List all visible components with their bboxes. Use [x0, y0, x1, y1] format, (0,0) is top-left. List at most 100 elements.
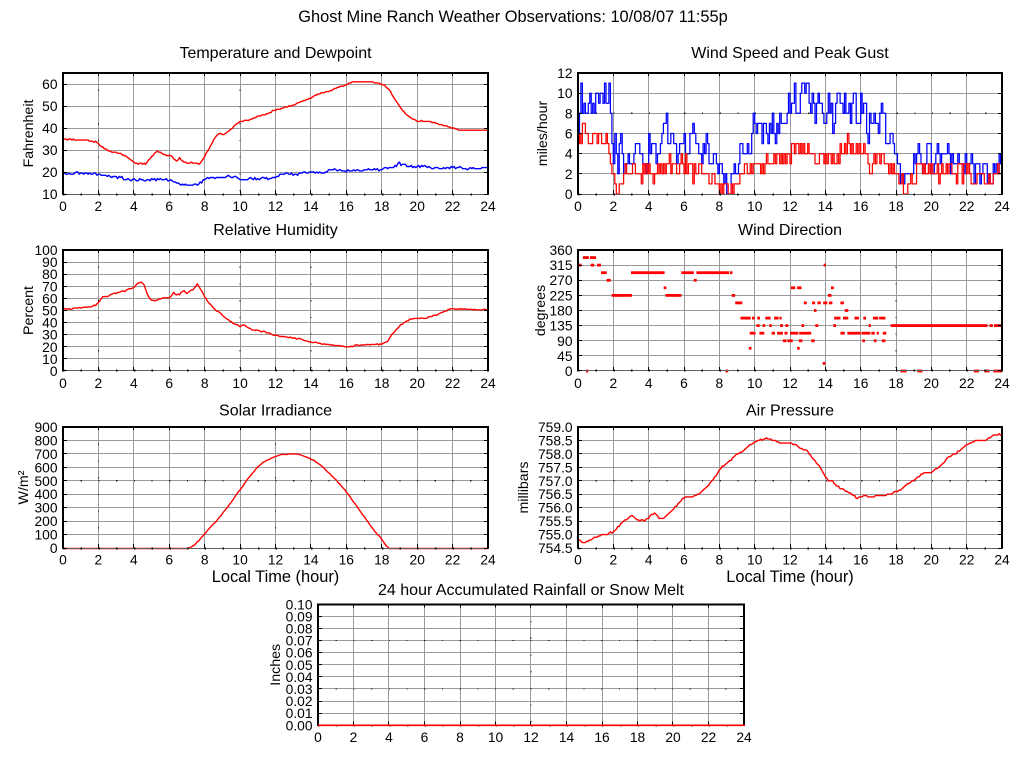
svg-text:30: 30 [42, 143, 58, 158]
svg-text:degrees: degrees [533, 285, 549, 336]
svg-text:10: 10 [42, 352, 58, 367]
svg-text:Percent: Percent [21, 286, 37, 335]
svg-text:757.5: 757.5 [538, 460, 573, 475]
svg-text:0: 0 [574, 553, 582, 568]
svg-text:12: 12 [557, 66, 572, 81]
svg-text:20: 20 [665, 730, 681, 745]
svg-text:14: 14 [818, 199, 834, 214]
svg-text:4: 4 [130, 199, 138, 214]
svg-text:90: 90 [557, 334, 573, 349]
svg-text:20: 20 [42, 165, 58, 180]
svg-text:0: 0 [565, 364, 573, 379]
svg-text:18: 18 [374, 376, 390, 391]
svg-text:4: 4 [645, 376, 653, 391]
svg-text:100: 100 [34, 243, 57, 258]
svg-text:Local Time (hour): Local Time (hour) [726, 568, 854, 586]
svg-text:18: 18 [374, 553, 390, 568]
svg-text:50: 50 [42, 304, 58, 319]
svg-text:180: 180 [549, 304, 572, 319]
svg-text:10: 10 [232, 199, 248, 214]
svg-text:14: 14 [303, 553, 319, 568]
svg-text:500: 500 [34, 474, 57, 489]
svg-text:18: 18 [888, 376, 904, 391]
svg-text:Wind Speed and Peak Gust: Wind Speed and Peak Gust [691, 45, 889, 62]
svg-text:135: 135 [549, 319, 572, 334]
svg-text:8: 8 [201, 553, 209, 568]
svg-text:755.0: 755.0 [538, 528, 573, 543]
svg-text:W/m²: W/m² [16, 470, 32, 504]
svg-text:20: 20 [410, 376, 426, 391]
svg-text:0.05: 0.05 [286, 658, 313, 673]
svg-text:2: 2 [95, 553, 103, 568]
svg-text:16: 16 [339, 376, 355, 391]
svg-text:Inches: Inches [268, 644, 284, 686]
svg-text:2: 2 [565, 167, 573, 182]
svg-text:10: 10 [488, 730, 504, 745]
svg-text:8: 8 [565, 106, 573, 121]
svg-text:Relative Humidity: Relative Humidity [213, 222, 337, 239]
svg-text:20: 20 [42, 340, 58, 355]
svg-text:Air Pressure: Air Pressure [746, 403, 834, 420]
svg-text:0.00: 0.00 [286, 718, 313, 733]
svg-text:24: 24 [480, 199, 496, 214]
svg-text:2: 2 [95, 376, 103, 391]
svg-text:755.5: 755.5 [538, 514, 573, 529]
svg-text:miles/hour: miles/hour [535, 101, 551, 167]
svg-text:24: 24 [736, 730, 752, 745]
svg-text:18: 18 [630, 730, 646, 745]
svg-text:10: 10 [232, 376, 248, 391]
svg-text:12: 12 [782, 199, 797, 214]
svg-text:4: 4 [565, 147, 573, 162]
svg-text:millibars: millibars [516, 461, 532, 513]
svg-text:Local Time (hour): Local Time (hour) [212, 568, 340, 586]
svg-text:24: 24 [994, 199, 1010, 214]
svg-text:0: 0 [59, 553, 67, 568]
svg-text:758.0: 758.0 [538, 447, 573, 462]
svg-text:Ghost Mine Ranch Weather Obser: Ghost Mine Ranch Weather Observations: 1… [298, 8, 727, 26]
svg-text:16: 16 [853, 376, 869, 391]
svg-text:2: 2 [609, 553, 617, 568]
svg-text:0: 0 [59, 376, 67, 391]
svg-text:6: 6 [680, 199, 688, 214]
svg-text:0.09: 0.09 [286, 609, 313, 624]
svg-text:0: 0 [50, 541, 58, 556]
svg-text:45: 45 [557, 349, 573, 364]
svg-text:14: 14 [818, 553, 834, 568]
svg-text:0: 0 [565, 187, 573, 202]
svg-text:8: 8 [715, 376, 723, 391]
svg-text:8: 8 [456, 730, 464, 745]
svg-text:22: 22 [959, 199, 974, 214]
svg-text:22: 22 [445, 553, 460, 568]
svg-text:10: 10 [747, 376, 763, 391]
svg-text:Temperature and Dewpoint: Temperature and Dewpoint [179, 45, 372, 62]
svg-text:18: 18 [374, 199, 390, 214]
svg-text:6: 6 [165, 199, 173, 214]
svg-text:4: 4 [130, 553, 138, 568]
svg-text:200: 200 [34, 514, 57, 529]
svg-text:14: 14 [303, 199, 319, 214]
svg-text:2: 2 [350, 730, 358, 745]
svg-text:225: 225 [549, 288, 572, 303]
svg-text:14: 14 [559, 730, 575, 745]
svg-text:90: 90 [42, 255, 58, 270]
svg-text:800: 800 [34, 433, 57, 448]
svg-text:16: 16 [853, 199, 869, 214]
svg-text:8: 8 [201, 199, 209, 214]
svg-text:6: 6 [565, 127, 573, 142]
svg-text:8: 8 [715, 199, 723, 214]
svg-text:8: 8 [201, 376, 209, 391]
svg-text:10: 10 [42, 187, 58, 202]
svg-text:12: 12 [268, 199, 283, 214]
svg-text:60: 60 [42, 291, 58, 306]
svg-text:315: 315 [549, 258, 572, 273]
svg-text:4: 4 [645, 553, 653, 568]
svg-text:14: 14 [303, 376, 319, 391]
svg-text:6: 6 [680, 376, 688, 391]
svg-text:6: 6 [165, 376, 173, 391]
svg-text:0: 0 [574, 376, 582, 391]
svg-text:18: 18 [888, 553, 904, 568]
svg-text:700: 700 [34, 447, 57, 462]
svg-text:20: 20 [924, 553, 940, 568]
svg-text:12: 12 [268, 376, 283, 391]
svg-text:4: 4 [130, 376, 138, 391]
